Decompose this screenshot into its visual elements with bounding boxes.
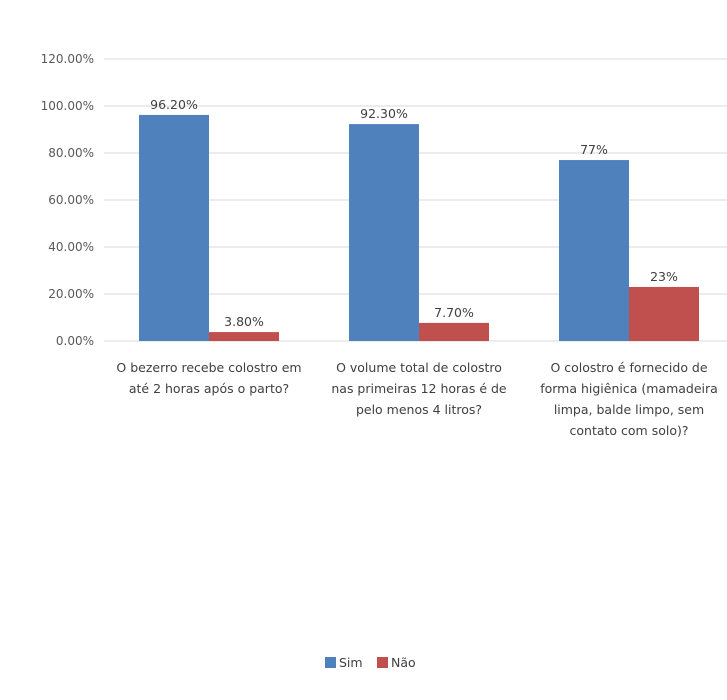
category-label: pelo menos 4 litros?	[356, 402, 482, 417]
bar-sim-3	[559, 160, 629, 341]
y-tick-label: 60.00%	[48, 193, 94, 207]
bar-sim-2	[349, 124, 419, 341]
data-label: 23%	[650, 269, 678, 284]
category-labels: O bezerro recebe colostro em até 2 horas …	[116, 360, 717, 438]
category-label: forma higiênica (mamadeira	[540, 381, 718, 396]
legend-label-não: Não	[391, 655, 416, 670]
category-label: O colostro é fornecido de	[550, 360, 707, 375]
y-tick-label: 0.00%	[56, 334, 94, 348]
y-tick-label: 80.00%	[48, 146, 94, 160]
y-tick-label: 20.00%	[48, 287, 94, 301]
y-tick-label: 100.00%	[41, 99, 94, 113]
data-label: 92.30%	[360, 106, 408, 121]
bars	[139, 114, 699, 342]
legend-swatch-não	[377, 657, 388, 668]
legend-label-sim: Sim	[339, 655, 363, 670]
bar-sim-1	[139, 114, 209, 342]
category-label: O bezerro recebe colostro em	[116, 360, 301, 375]
bar-não-1	[209, 332, 279, 341]
data-labels: 96.20% 3.80% 92.30% 7.70% 77% 23%	[150, 97, 678, 329]
y-tick-label: 40.00%	[48, 240, 94, 254]
y-axis-ticks: 0.00% 20.00% 40.00% 60.00% 80.00% 100.00% 120.…	[41, 52, 94, 348]
category-label: O volume total de colostro	[336, 360, 502, 375]
y-tick-label: 120.00%	[41, 52, 94, 66]
legend: Sim Não	[325, 655, 416, 670]
data-label: 96.20%	[150, 97, 198, 112]
category-label: até 2 horas após o parto?	[129, 381, 289, 396]
data-label: 7.70%	[434, 305, 474, 320]
legend-swatch-sim	[325, 657, 336, 668]
category-label: limpa, balde limpo, sem	[554, 402, 704, 417]
category-label: contato com solo)?	[570, 423, 689, 438]
data-label: 77%	[580, 142, 608, 157]
category-label: nas primeiras 12 horas é de	[331, 381, 507, 396]
bar-não-2	[419, 322, 489, 341]
bar-não-3	[629, 286, 699, 341]
data-label: 3.80%	[224, 314, 264, 329]
